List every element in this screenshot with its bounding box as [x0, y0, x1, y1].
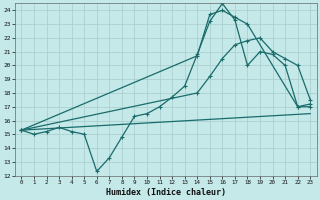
X-axis label: Humidex (Indice chaleur): Humidex (Indice chaleur): [106, 188, 226, 197]
